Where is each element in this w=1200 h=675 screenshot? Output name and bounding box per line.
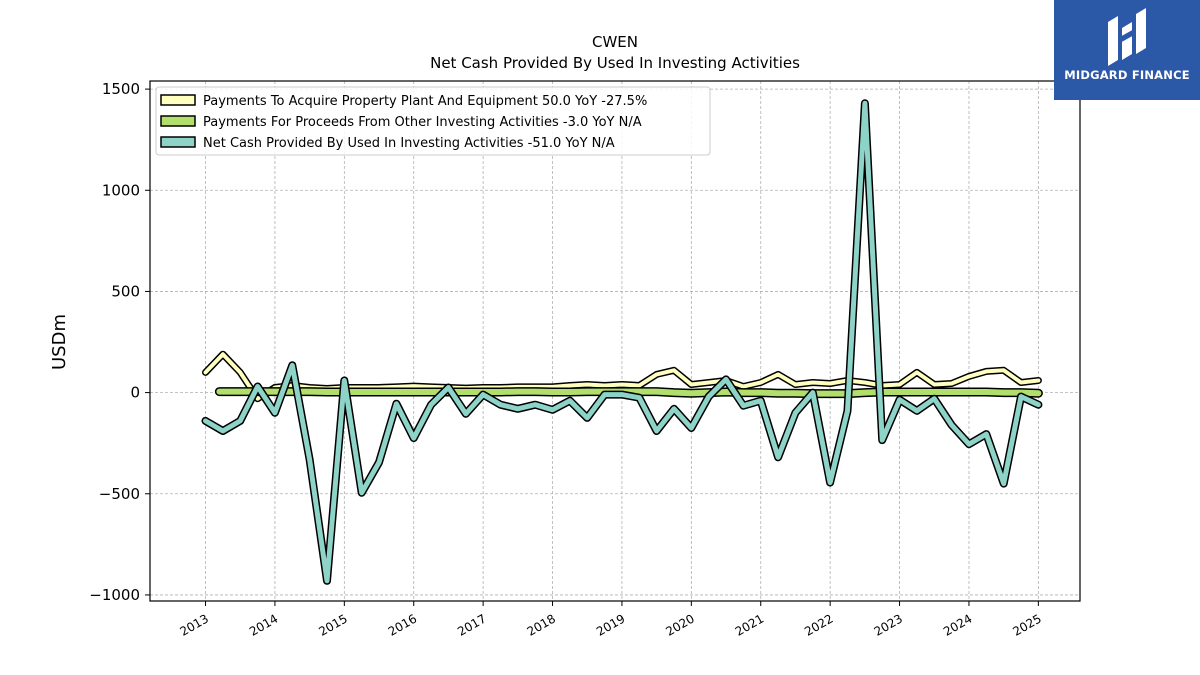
legend-swatch — [160, 115, 196, 127]
plot-frame — [149, 80, 1081, 602]
legend-label: Net Cash Provided By Used In Investing A… — [203, 136, 615, 151]
x-tick-label: 2023 — [872, 611, 905, 638]
legend-swatch — [160, 136, 196, 148]
x-tick-label: 2025 — [1010, 611, 1043, 638]
y-tick-label: −1000 — [89, 586, 140, 604]
legend-swatch — [160, 94, 196, 106]
x-tick-label: 2024 — [941, 611, 974, 638]
brand-mark-icon — [1108, 8, 1146, 66]
legend-label: Payments To Acquire Property Plant And E… — [203, 94, 647, 109]
y-ticks: 1500 1000 500 0 −500 −1000 — [89, 80, 150, 604]
legend: Payments To Acquire Property Plant And E… — [155, 86, 711, 156]
legend-box — [155, 86, 711, 156]
x-tick-label: 2017 — [455, 611, 488, 638]
x-tick-label: 2022 — [802, 611, 835, 638]
y-tick-label: 1000 — [102, 181, 140, 199]
y-tick-label: 500 — [111, 282, 140, 300]
x-tick-label: 2021 — [733, 611, 766, 638]
x-tick-label: 2013 — [178, 611, 211, 638]
brand-logo: MIDGARD FINANCE — [1054, 0, 1200, 100]
series-line — [216, 388, 1042, 397]
x-tick-label: 2016 — [386, 611, 419, 638]
x-tick-label: 2018 — [525, 611, 558, 638]
chart-title: CWEN — [592, 33, 638, 51]
y-tick-label: −500 — [99, 485, 140, 503]
series-line — [203, 100, 1041, 584]
x-ticks: 2013 2014 2015 2016 2017 2018 2019 2020 2021 2022… — [178, 601, 1044, 639]
x-tick-label: 2019 — [594, 611, 627, 638]
series-layer — [201, 99, 1043, 585]
x-tick-label: 2014 — [247, 611, 280, 638]
grid — [150, 81, 1080, 601]
x-tick-label: 2015 — [316, 611, 349, 638]
y-axis-label: USDm — [49, 314, 70, 370]
y-tick-label: 1500 — [102, 80, 140, 98]
legend-label: Payments For Proceeds From Other Investi… — [203, 115, 642, 130]
chart-subtitle: Net Cash Provided By Used In Investing A… — [430, 54, 800, 72]
x-tick-label: 2020 — [663, 611, 696, 638]
brand-name: MIDGARD FINANCE — [1064, 68, 1190, 82]
y-tick-label: 0 — [130, 384, 140, 402]
